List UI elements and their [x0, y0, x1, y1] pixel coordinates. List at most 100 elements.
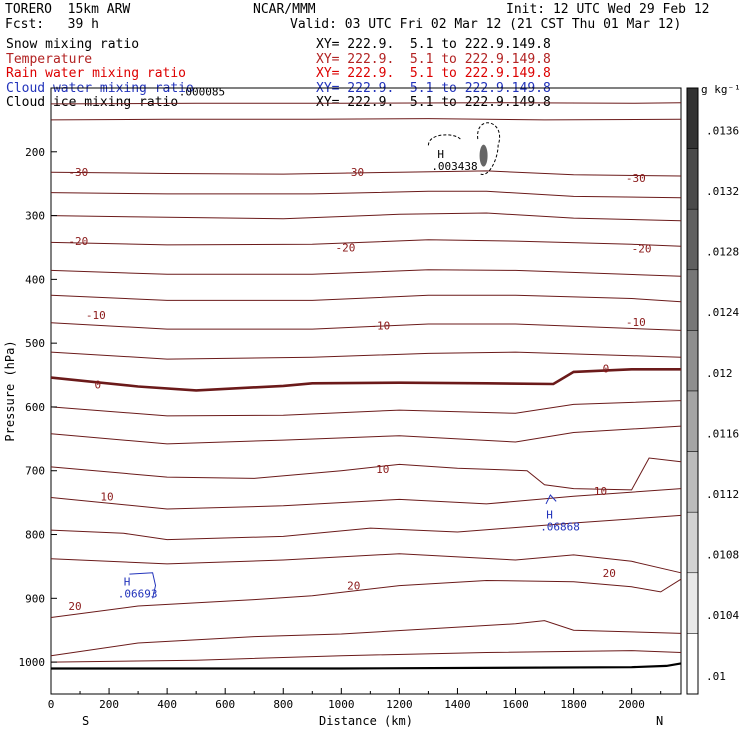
north-label: N: [656, 714, 663, 728]
y-tick-label: 1000: [19, 656, 46, 669]
valid-time: Valid: 03 UTC Fri 02 Mar 12 (21 CST Thu …: [290, 17, 682, 32]
y-tick-label: 700: [25, 465, 45, 478]
legend-field-xy: XY= 222.9. 5.1 to 222.9.149.8: [316, 66, 551, 82]
isotherm-label: -30: [68, 166, 88, 179]
h-annotation-value: .000085: [179, 86, 225, 99]
colorbar-tick-label: .0124: [706, 306, 739, 319]
y-axis-title: Pressure (hPa): [3, 340, 17, 441]
colorbar-unit: g kg⁻¹: [701, 83, 740, 96]
x-tick-label: 800: [273, 698, 293, 711]
isotherm-label: 20: [347, 580, 360, 593]
model-title: TORERO 15km ARW: [5, 2, 131, 17]
isotherm-surface: [51, 662, 682, 670]
y-tick-label: 200: [25, 146, 45, 159]
isotherm-label: -10: [626, 316, 646, 329]
colorbar-tick-label: .012: [706, 367, 733, 380]
isotherm-30: [50, 650, 682, 663]
isotherm-label: 20: [68, 600, 81, 613]
legend-field-name: Rain water mixing ratio: [6, 66, 187, 82]
isotherm-label: -20: [336, 241, 356, 254]
legend-field-name: Snow mixing ratio: [6, 37, 140, 52]
isotherm--20: [50, 239, 682, 247]
south-label: S: [82, 714, 89, 728]
isotherm-20: [50, 553, 682, 574]
x-tick-label: 1400: [444, 698, 471, 711]
y-tick-label: 300: [25, 210, 45, 223]
colorbar-segment: [686, 330, 699, 392]
isotherm-label: 10: [100, 490, 113, 503]
h-annotation-value: .06868: [540, 521, 580, 534]
legend-field-xy: XY= 222.9. 5.1 to 222.9.149.8: [316, 37, 551, 52]
colorbar-tick-label: .0108: [706, 549, 739, 562]
colorbar-tick-label: .0128: [706, 246, 739, 259]
colorbar-segment: [686, 390, 699, 452]
init-time: Init: 12 UTC Wed 29 Feb 12: [506, 2, 710, 17]
colorbar-segment: [686, 451, 699, 513]
isotherm-label: 20: [603, 567, 616, 580]
isotherm-label: -30: [626, 172, 646, 185]
legend-field-xy: XY= 222.9. 5.1 to 222.9.149.8: [316, 51, 551, 67]
h-annotation-label: H: [124, 576, 131, 589]
h-annotation: H.06693: [118, 576, 158, 601]
colorbar-tick-label: .0112: [706, 488, 739, 501]
legend-field-name: Temperature: [6, 51, 93, 67]
isotherm-0: [50, 368, 681, 392]
isotherm--40: [50, 102, 682, 105]
forecast-hour: Fcst: 39 h: [5, 17, 99, 32]
y-tick-label: 800: [25, 529, 45, 542]
cloud-water-contour: [545, 494, 557, 505]
cloud-water-contour: [129, 572, 157, 599]
colorbar-segment: [686, 269, 699, 331]
isotherm-20: [50, 578, 682, 618]
isotherm--30: [50, 170, 682, 177]
colorbar-tick-label: .0136: [706, 124, 739, 137]
org-label: NCAR/MMM: [253, 2, 316, 17]
isotherm-10: [50, 457, 682, 491]
legend-field-name: Cloud ice mixing ratio: [6, 95, 179, 111]
h-annotation-value: .06693: [118, 588, 158, 601]
isotherm-10: [50, 514, 682, 541]
isotherm-label: -10: [86, 309, 106, 322]
isotherm--10: [50, 294, 682, 303]
h-annotation: H.06868: [540, 509, 580, 534]
colorbar-tick-label: .0132: [706, 185, 739, 198]
colorbar-segment: [686, 572, 699, 634]
colorbar-tick-label: .0104: [706, 609, 739, 622]
plot-frame: [50, 87, 682, 695]
y-tick-label: 900: [25, 592, 45, 605]
h-annotation-label: H: [546, 509, 553, 522]
cloud-ice-contour: [427, 122, 501, 175]
isotherm-10: [50, 488, 682, 510]
isotherm-10: [50, 425, 682, 445]
colorbar-segment: [686, 511, 699, 574]
x-tick-label: 1800: [560, 698, 587, 711]
x-tick-label: 200: [99, 698, 119, 711]
colorbar-tick-label: .0116: [706, 427, 739, 440]
cloud-ice-blob: [479, 144, 488, 167]
x-tick-label: 600: [215, 698, 235, 711]
x-tick-label: 2000: [618, 698, 645, 711]
isotherm-label: -20: [632, 243, 652, 256]
x-tick-label: 1000: [328, 698, 355, 711]
x-tick-label: 1200: [386, 698, 413, 711]
isotherm-label: -20: [68, 235, 88, 248]
h-annotation-value: .003438: [431, 160, 477, 173]
isotherm--20: [50, 269, 682, 277]
isotherm--10: [50, 351, 682, 360]
isotherm-label: 10: [376, 463, 389, 476]
colorbar-tick-label: .01: [706, 670, 726, 683]
x-tick-label: 0: [48, 698, 55, 711]
isotherm-label: 0: [603, 363, 610, 376]
isotherm-label: 10: [594, 485, 607, 498]
isotherm--40: [50, 118, 682, 121]
isotherm-label: -30: [344, 166, 364, 179]
h-annotation: H.003438: [431, 148, 477, 173]
isotherm-20: [50, 620, 682, 657]
colorbar-segment: [686, 633, 699, 695]
colorbar-segment: [686, 208, 699, 271]
isotherm--10: [50, 322, 682, 331]
x-axis-title: Distance (km): [319, 714, 413, 728]
colorbar-segment: [686, 87, 699, 149]
y-tick-label: 400: [25, 273, 45, 286]
